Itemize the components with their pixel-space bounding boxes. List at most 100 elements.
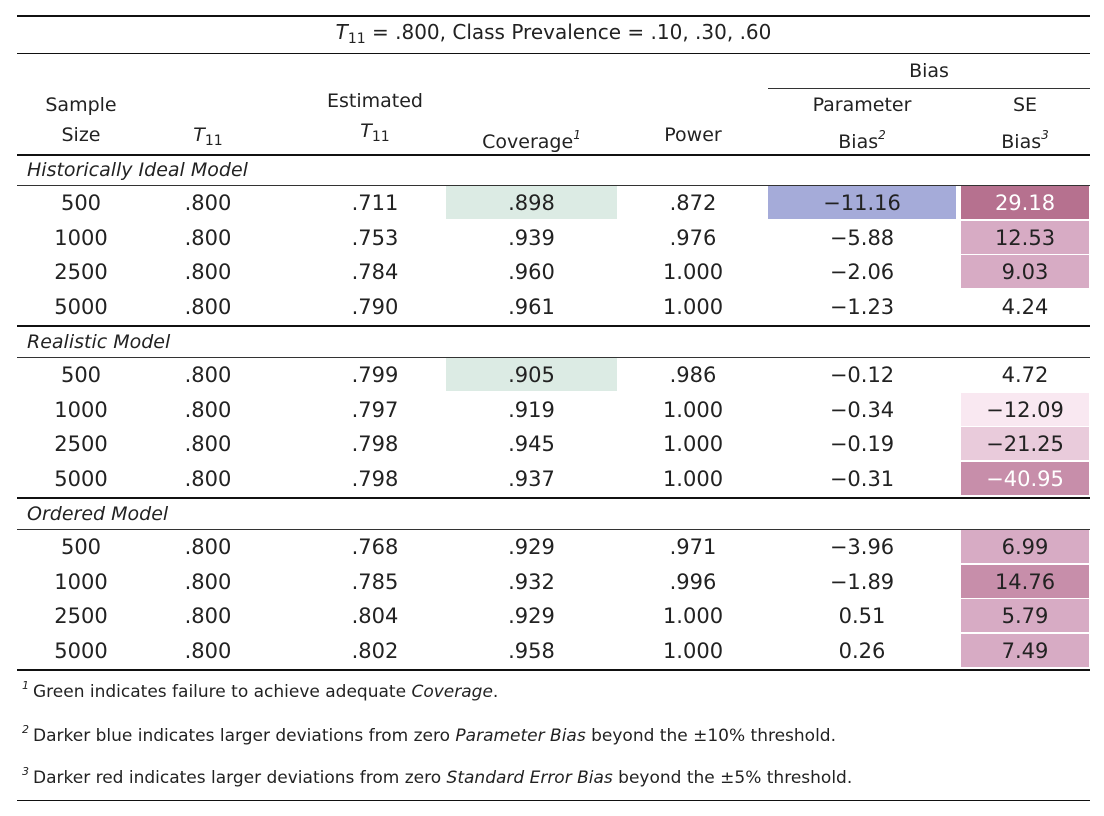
se-bias-cell: −40.95	[961, 461, 1089, 495]
table-row: 1000 .800 .785 .932 .996 −1.89 14.76	[17, 564, 1090, 599]
footnote-mark: 1	[22, 679, 29, 692]
footnote-3: 3 Darker red indicates larger deviations …	[22, 765, 852, 788]
power-cell: 1.000	[662, 294, 724, 319]
estimated-t11-cell: .798	[351, 432, 399, 456]
footnote-emphasis: Coverage	[411, 682, 493, 702]
header-parameter-bias: Parameter Bias2	[768, 90, 956, 157]
header-coverage: Coverage1	[446, 120, 617, 157]
sample-size-cell: 5000	[54, 466, 108, 491]
table-title: T11 = .800, Class Prevalence = .10, .30,…	[17, 20, 1090, 47]
estimated-t11-cell: .753	[351, 225, 399, 250]
title-symbol: T	[335, 20, 348, 44]
footer-bottom-rule	[17, 800, 1090, 801]
footnote-text: Green indicates failure to achieve adequ…	[33, 682, 412, 702]
power-cell: .986	[669, 363, 717, 387]
footnote-1: 1 Green indicates failure to achieve adeq…	[22, 679, 498, 702]
t11-cell: .800	[184, 535, 232, 559]
parameter-bias-cell: −1.23	[829, 294, 895, 319]
table-row: 2500 .800 .798 .945 1.000 −0.19 −21.25	[17, 427, 1090, 461]
header-param-line1: Parameter	[812, 94, 912, 116]
header-t11-symbol: T	[193, 124, 205, 146]
t11-cell: .800	[184, 604, 232, 628]
parameter-bias-cell: −2.06	[829, 260, 895, 284]
sample-size-cell: 5000	[54, 638, 108, 663]
coverage-cell: .937	[508, 466, 555, 491]
se-bias-cell: 7.49	[961, 633, 1089, 667]
power-cell: 1.000	[662, 397, 724, 422]
power-cell: .971	[669, 535, 717, 559]
t11-cell: .800	[184, 363, 232, 387]
sample-size-cell: 2500	[54, 260, 108, 284]
bias-group-header: Bias	[909, 60, 949, 82]
se-bias-cell: 5.79	[961, 599, 1089, 632]
se-bias-cell: 12.53	[961, 220, 1089, 254]
sample-size-cell: 2500	[54, 604, 108, 628]
parameter-bias-cell: −3.96	[829, 535, 895, 559]
table-row: 500 .800 .768 .929 .971 −3.96 6.99	[17, 530, 1090, 564]
header-se-label: Bias	[1001, 131, 1042, 153]
table-row: 1000 .800 .753 .939 .976 −5.88 12.53	[17, 220, 1090, 255]
header-power: Power	[664, 124, 722, 146]
header-coverage-label: Coverage	[482, 131, 574, 153]
estimated-t11-cell: .768	[351, 535, 399, 559]
footnote-emphasis: Parameter Bias	[455, 726, 586, 746]
footnote-mark: 2	[22, 723, 29, 736]
header-est-line2: T11	[310, 116, 440, 152]
estimated-t11-cell: .804	[351, 604, 399, 628]
power-cell: 1.000	[662, 466, 724, 491]
t11-cell: .800	[184, 191, 232, 215]
sample-size-cell: 500	[60, 535, 102, 559]
section-rule	[17, 357, 1090, 358]
t11-cell: .800	[184, 638, 232, 663]
parameter-bias-cell: −1.89	[829, 569, 895, 594]
se-bias-cell: 6.99	[961, 530, 1089, 563]
parameter-bias-cell: −0.31	[829, 466, 895, 491]
parameter-bias-cell: −11.16	[768, 186, 956, 219]
header-coverage-sup: 1	[573, 128, 581, 142]
se-bias-cell: −12.09	[961, 392, 1089, 426]
coverage-cell: .945	[508, 432, 555, 456]
parameter-bias-cell: −0.19	[829, 432, 895, 456]
estimated-t11-cell: .785	[351, 569, 399, 594]
footnote-text-end: .	[492, 682, 499, 702]
t11-cell: .800	[184, 466, 232, 491]
coverage-cell: .961	[508, 294, 555, 319]
footnote-text-end: beyond the ±10% threshold.	[585, 726, 836, 746]
parameter-bias-cell: 0.51	[838, 604, 886, 628]
header-est-line1: Estimated	[327, 90, 423, 112]
header-param-label: Bias	[838, 131, 879, 153]
t11-cell: .800	[184, 294, 232, 319]
header-rule	[17, 154, 1090, 156]
estimated-t11-cell: .802	[351, 638, 399, 663]
footnote-text: Darker blue indicates larger deviations …	[33, 726, 456, 746]
header-se-sup: 3	[1041, 128, 1049, 142]
section-label: Realistic Model	[27, 331, 171, 353]
title-text: = .800, Class Prevalence = .10, .30, .60	[365, 20, 772, 44]
coverage-cell: .919	[508, 397, 555, 422]
power-cell: 1.000	[662, 432, 724, 456]
table-row: 2500 .800 .804 .929 1.000 0.51 5.79	[17, 599, 1090, 633]
se-bias-cell: −21.25	[961, 427, 1089, 460]
title-rule	[17, 53, 1090, 54]
section-rule	[17, 185, 1090, 186]
section-divider	[17, 325, 1090, 327]
t11-cell: .800	[184, 569, 232, 594]
table-bottom-rule	[17, 669, 1090, 671]
coverage-cell: .939	[508, 225, 555, 250]
footnote-emphasis: Standard Error Bias	[446, 768, 613, 788]
estimated-t11-cell: .784	[351, 260, 399, 284]
header-est-symbol: T	[360, 120, 372, 142]
coverage-cell: .929	[508, 604, 555, 628]
table-row: 1000 .800 .797 .919 1.000 −0.34 −12.09	[17, 392, 1090, 427]
coverage-cell: .958	[508, 638, 555, 663]
coverage-cell: .960	[508, 260, 555, 284]
sample-size-cell: 5000	[54, 294, 108, 319]
section-divider	[17, 497, 1090, 499]
t11-cell: .800	[184, 225, 232, 250]
section-label: Ordered Model	[27, 503, 169, 525]
table-row: 500 .800 .711 .898 .872 −11.16 29.18	[17, 186, 1090, 220]
se-bias-cell: 9.03	[961, 255, 1089, 288]
t11-cell: .800	[184, 432, 232, 456]
coverage-cell: .929	[508, 535, 555, 559]
estimated-t11-cell: .797	[351, 397, 399, 422]
